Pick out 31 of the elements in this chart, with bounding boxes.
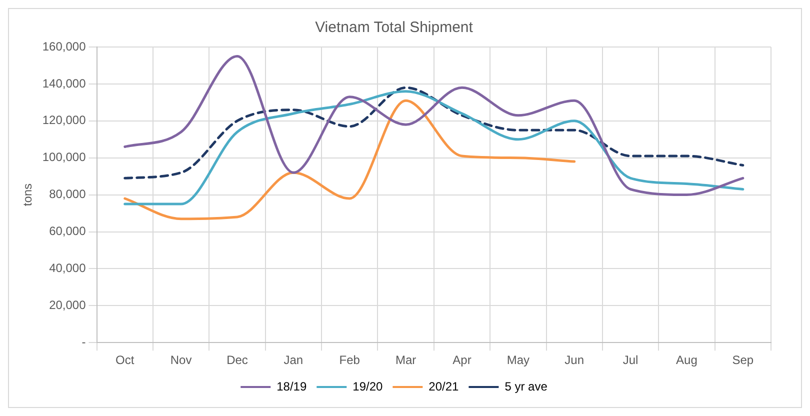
y-tick-label: 140,000 bbox=[42, 76, 86, 90]
y-tick-label: - bbox=[82, 334, 86, 349]
y-tick-label: 120,000 bbox=[42, 113, 86, 128]
line-series bbox=[124, 54, 744, 196]
legend-label: 5 yr ave bbox=[504, 379, 548, 394]
x-tick-label: Sep bbox=[732, 353, 754, 368]
chart-title: Vietnam Total Shipment bbox=[315, 19, 474, 36]
x-tick-label: Mar bbox=[395, 353, 416, 368]
y-tick-label: 40,000 bbox=[49, 261, 86, 276]
x-tick-label: Nov bbox=[170, 353, 192, 368]
x-tick-label: Jun bbox=[564, 353, 584, 368]
y-tick-label: 80,000 bbox=[49, 187, 86, 202]
y-tick-label: 160,000 bbox=[42, 39, 86, 54]
y-tick-label: 20,000 bbox=[49, 298, 86, 312]
x-tick-label: Apr bbox=[452, 353, 472, 368]
y-axis-title: tons bbox=[20, 183, 35, 206]
x-tick-label: May bbox=[506, 353, 530, 368]
x-tick-label: Feb bbox=[339, 353, 360, 368]
y-tick-label: 100,000 bbox=[42, 150, 86, 164]
line-series bbox=[124, 90, 744, 206]
line-series bbox=[124, 86, 744, 180]
x-tick-label: Jan bbox=[284, 353, 304, 368]
x-tick-label: Aug bbox=[676, 353, 698, 368]
y-tick-label: 60,000 bbox=[49, 224, 86, 238]
line-series bbox=[124, 99, 576, 220]
legend-label: 20/21 bbox=[428, 379, 460, 394]
x-tick-label: Jul bbox=[622, 353, 638, 368]
legend-label: 18/19 bbox=[276, 379, 307, 394]
x-tick-label: Dec bbox=[226, 353, 248, 368]
x-tick-label: Oct bbox=[116, 353, 135, 368]
legend-label: 19/20 bbox=[352, 379, 383, 394]
